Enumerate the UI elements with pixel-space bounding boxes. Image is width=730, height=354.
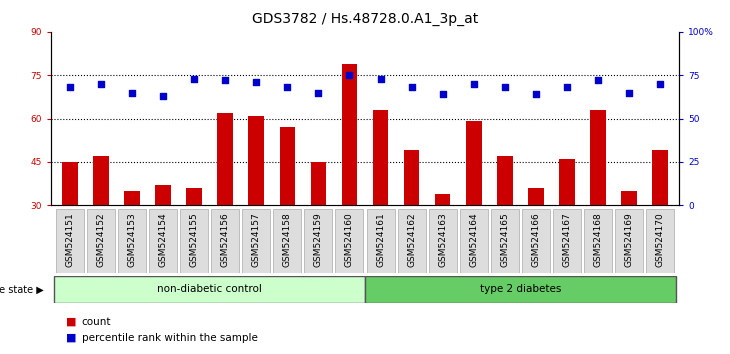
Point (530, 91, 542, 97)
Text: GSM524156: GSM524156 (220, 212, 230, 267)
Bar (497, 156, 512, 205)
Text: disease state ▶: disease state ▶ (0, 284, 44, 295)
FancyBboxPatch shape (211, 209, 239, 273)
Text: percentile rank within the sample: percentile rank within the sample (82, 333, 258, 343)
Point (219, 78, 231, 83)
Point (468, 81, 480, 87)
FancyBboxPatch shape (54, 276, 365, 303)
Bar (62, 162, 77, 205)
Text: GSM524167: GSM524167 (563, 212, 572, 267)
FancyBboxPatch shape (55, 209, 84, 273)
Bar (186, 188, 201, 205)
Bar (435, 194, 450, 205)
Text: ■: ■ (66, 333, 76, 343)
Point (344, 73, 356, 78)
Point (374, 76, 386, 81)
Point (95, 81, 107, 87)
Point (126, 90, 138, 96)
Text: ■: ■ (66, 317, 76, 327)
Text: GSM524161: GSM524161 (376, 212, 385, 267)
Point (654, 81, 666, 87)
Bar (466, 121, 482, 205)
Bar (280, 127, 295, 205)
Bar (404, 150, 420, 205)
Bar (591, 110, 606, 205)
FancyBboxPatch shape (429, 209, 457, 273)
FancyBboxPatch shape (87, 209, 115, 273)
FancyBboxPatch shape (365, 276, 676, 303)
FancyBboxPatch shape (460, 209, 488, 273)
Point (437, 91, 448, 97)
Bar (218, 113, 233, 205)
Bar (248, 116, 264, 205)
Bar (621, 191, 637, 205)
Bar (653, 150, 668, 205)
Text: GSM524157: GSM524157 (252, 212, 261, 267)
Bar (310, 162, 326, 205)
FancyBboxPatch shape (646, 209, 675, 273)
Text: GSM524163: GSM524163 (438, 212, 447, 267)
Bar (93, 156, 109, 205)
Point (592, 78, 604, 83)
FancyBboxPatch shape (180, 209, 208, 273)
Bar (373, 110, 388, 205)
Text: GSM524164: GSM524164 (469, 212, 478, 267)
Text: type 2 diabetes: type 2 diabetes (480, 284, 561, 295)
FancyBboxPatch shape (118, 209, 146, 273)
Text: GSM524153: GSM524153 (128, 212, 137, 267)
Text: GSM524158: GSM524158 (283, 212, 292, 267)
Point (250, 79, 262, 85)
Point (312, 90, 324, 96)
Bar (559, 159, 575, 205)
Text: GSM524152: GSM524152 (96, 212, 105, 267)
Point (499, 85, 511, 90)
Text: GSM524162: GSM524162 (407, 212, 416, 267)
Bar (529, 188, 544, 205)
Point (623, 90, 635, 96)
Text: GDS3782 / Hs.48728.0.A1_3p_at: GDS3782 / Hs.48728.0.A1_3p_at (252, 12, 478, 27)
FancyBboxPatch shape (522, 209, 550, 273)
FancyBboxPatch shape (366, 209, 394, 273)
Point (282, 85, 293, 90)
FancyBboxPatch shape (491, 209, 519, 273)
Text: GSM524165: GSM524165 (500, 212, 510, 267)
Text: GSM524160: GSM524160 (345, 212, 354, 267)
Text: GSM524155: GSM524155 (190, 212, 199, 267)
FancyBboxPatch shape (149, 209, 177, 273)
Point (157, 93, 169, 99)
Point (188, 76, 200, 81)
Point (406, 85, 418, 90)
FancyBboxPatch shape (336, 209, 364, 273)
Bar (155, 185, 171, 205)
Text: count: count (82, 317, 111, 327)
Text: GSM524170: GSM524170 (656, 212, 665, 267)
Text: GSM524159: GSM524159 (314, 212, 323, 267)
FancyBboxPatch shape (242, 209, 270, 273)
Bar (342, 64, 357, 205)
FancyBboxPatch shape (615, 209, 643, 273)
FancyBboxPatch shape (584, 209, 612, 273)
Text: GSM524151: GSM524151 (65, 212, 74, 267)
FancyBboxPatch shape (273, 209, 301, 273)
Text: GSM524168: GSM524168 (593, 212, 602, 267)
Point (64, 85, 76, 90)
Text: non-diabetic control: non-diabetic control (157, 284, 262, 295)
FancyBboxPatch shape (553, 209, 581, 273)
Bar (124, 191, 139, 205)
Text: GSM524166: GSM524166 (531, 212, 540, 267)
Text: GSM524169: GSM524169 (625, 212, 634, 267)
Text: GSM524154: GSM524154 (158, 212, 167, 267)
FancyBboxPatch shape (304, 209, 332, 273)
Point (561, 85, 573, 90)
FancyBboxPatch shape (398, 209, 426, 273)
